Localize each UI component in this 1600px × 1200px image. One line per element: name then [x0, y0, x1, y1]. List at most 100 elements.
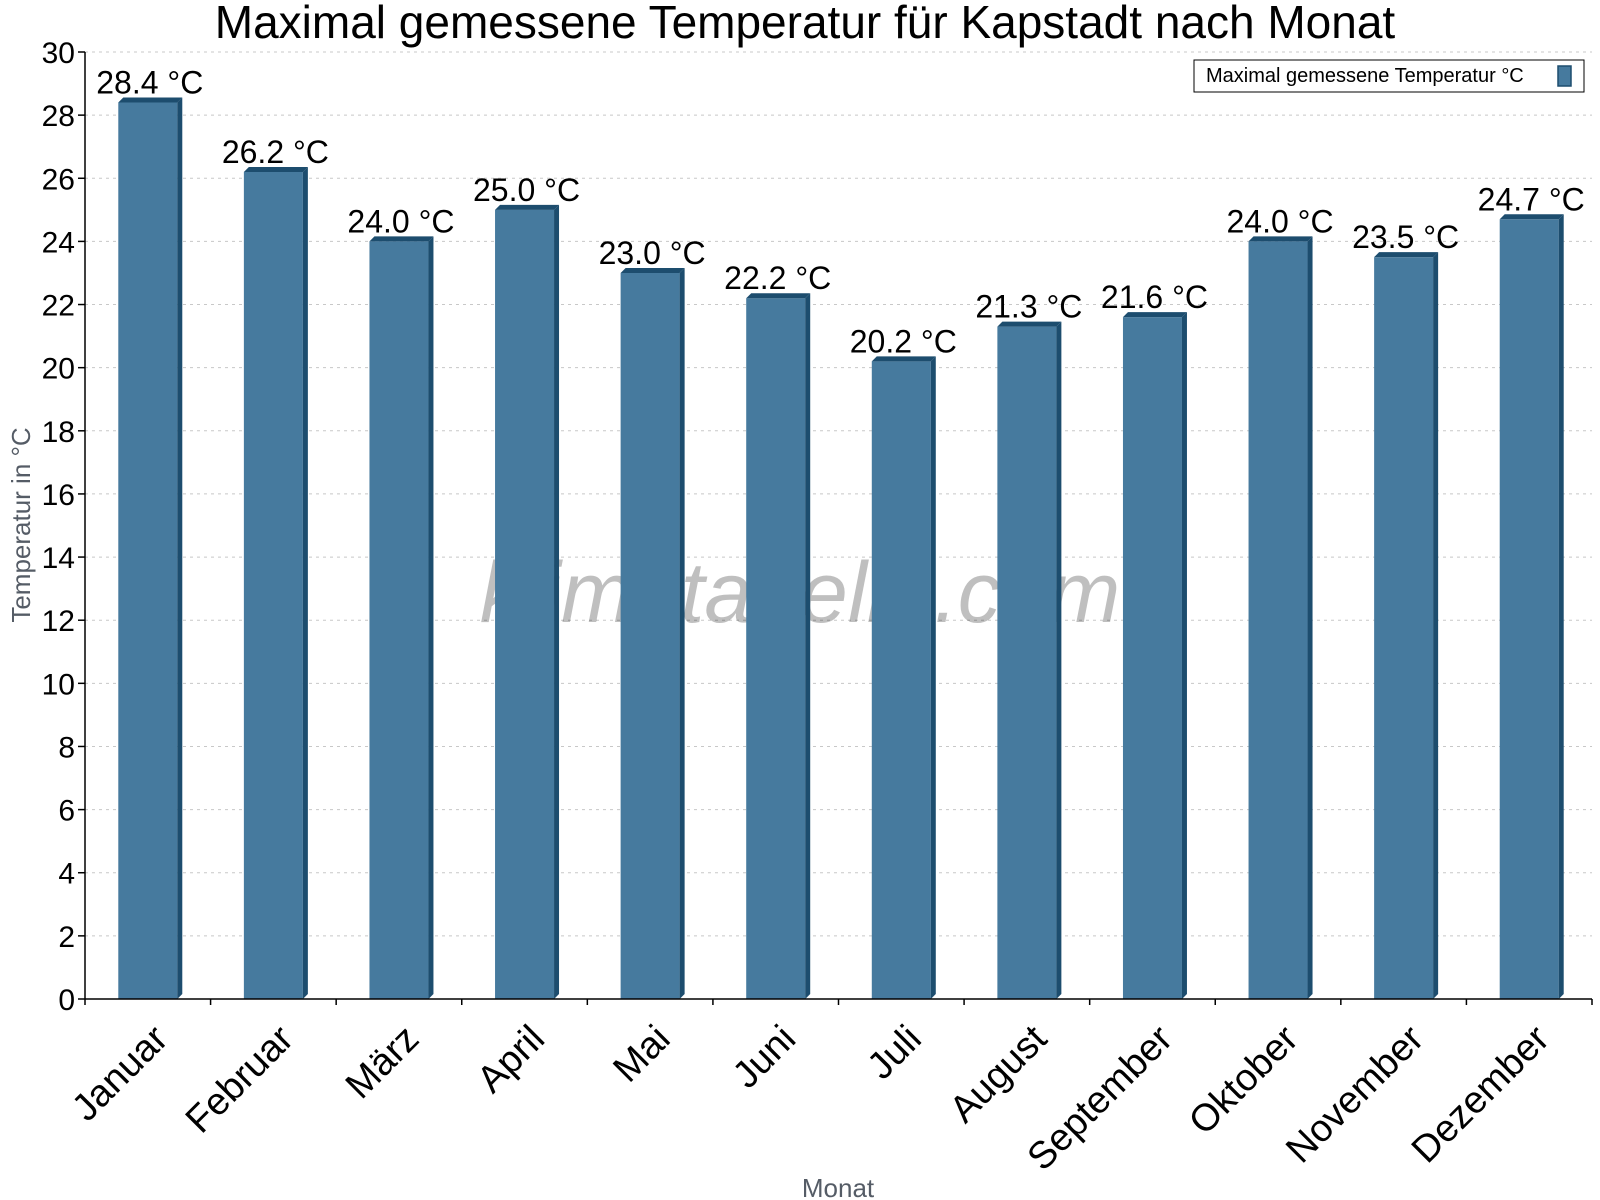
- bar-side: [302, 166, 308, 999]
- bar-top: [997, 321, 1062, 327]
- legend: Maximal gemessene Temperatur °C: [1193, 59, 1585, 93]
- x-tick-label: November: [1278, 1017, 1432, 1171]
- bar-front: [746, 298, 806, 1000]
- y-tick-label: 26: [42, 163, 75, 196]
- legend-box: [1193, 59, 1585, 93]
- x-tick-label: Dezember: [1404, 1017, 1558, 1171]
- data-label: 21.3 °C: [975, 289, 1082, 325]
- grid-lines: [85, 51, 1592, 937]
- bar-januar: [118, 97, 183, 1000]
- y-tick-label: 18: [42, 416, 75, 449]
- data-label: 23.0 °C: [599, 235, 706, 271]
- bar-top: [871, 356, 936, 362]
- data-label: 20.2 °C: [850, 323, 957, 359]
- y-tick-label: 28: [42, 100, 75, 133]
- data-label: 25.0 °C: [473, 172, 580, 208]
- bar-top: [1248, 236, 1313, 242]
- bar-front: [620, 272, 680, 999]
- bar-mai: [620, 267, 685, 999]
- bar-top: [118, 97, 183, 103]
- data-label: 24.0 °C: [1227, 203, 1334, 239]
- bar-front: [495, 209, 555, 1000]
- data-label: 21.6 °C: [1101, 279, 1208, 315]
- bar-front: [1499, 219, 1559, 999]
- bar-november: [1374, 252, 1439, 999]
- bar-top: [495, 204, 560, 210]
- bar-side: [1307, 236, 1313, 999]
- x-tick-label: Juni: [725, 1018, 804, 1097]
- bar-front: [1374, 257, 1434, 999]
- y-tick-label: 0: [58, 984, 75, 1017]
- bar-side: [554, 204, 560, 1000]
- bar-front: [369, 241, 429, 999]
- bar-front: [997, 326, 1057, 999]
- bar-top: [243, 166, 308, 172]
- bar-juni: [746, 293, 811, 1000]
- x-tick-label: Juli: [860, 1018, 930, 1088]
- y-tick-label: 12: [42, 605, 75, 638]
- bar-front: [1122, 317, 1182, 999]
- y-tick-label: 4: [58, 858, 75, 891]
- y-tick-label: 14: [42, 542, 75, 575]
- bar-oktober: [1248, 236, 1313, 999]
- y-tick-label: 20: [42, 353, 75, 386]
- y-tick-label: 10: [42, 668, 75, 701]
- bar-side: [1181, 312, 1187, 999]
- data-label: 24.0 °C: [347, 203, 454, 239]
- bars: [118, 97, 1564, 1000]
- bar-side: [1558, 214, 1564, 999]
- data-labels: 28.4 °C 26.2 °C 24.0 °C 25.0 °C 23.0 °C 22.2 …: [96, 65, 1584, 360]
- x-tick-label: April: [469, 1018, 552, 1101]
- bar-side: [805, 293, 811, 1000]
- bar-side: [428, 236, 434, 999]
- x-axis-label: Monat: [802, 1173, 875, 1200]
- x-tick-label: August: [942, 1017, 1056, 1131]
- bar-top: [1499, 214, 1564, 220]
- y-tick-label: 2: [58, 921, 75, 954]
- x-tick-label: März: [338, 1018, 427, 1107]
- bar-top: [620, 267, 685, 273]
- x-tick-labels: Januar Februar März April Mai Juni Juli AugustS…: [64, 1017, 1558, 1178]
- y-tick-label: 6: [58, 795, 75, 828]
- data-label: 23.5 °C: [1352, 219, 1459, 255]
- bar-side: [930, 356, 936, 999]
- x-tick-label: Mai: [605, 1018, 678, 1091]
- bar-side: [679, 267, 685, 999]
- legend-label: Maximal gemessene Temperatur °C: [1206, 65, 1524, 87]
- bar-front: [118, 102, 178, 1000]
- data-label: 22.2 °C: [724, 260, 831, 296]
- bar-side: [1433, 252, 1439, 999]
- bar-top: [1374, 252, 1439, 258]
- bar-top: [369, 236, 434, 242]
- bar-front: [1248, 241, 1308, 999]
- bar-april: [495, 204, 560, 1000]
- y-tick-label: 24: [42, 226, 75, 259]
- data-label: 28.4 °C: [96, 65, 203, 101]
- data-label: 24.7 °C: [1478, 181, 1585, 217]
- data-label: 26.2 °C: [222, 134, 329, 170]
- bar-side: [1056, 321, 1062, 999]
- y-tick-label: 22: [42, 290, 75, 323]
- legend-swatch: [1557, 65, 1572, 87]
- bar-front: [871, 361, 931, 999]
- y-tick-label: 16: [42, 479, 75, 512]
- chart-title: Maximal gemessene Temperatur für Kapstad…: [215, 0, 1396, 48]
- axes: [78, 51, 1593, 1005]
- y-tick-label: 30: [42, 37, 75, 70]
- bar-front: [243, 171, 303, 999]
- bar-februar: [243, 166, 308, 999]
- bar-side: [177, 97, 183, 1000]
- bar-dezember: [1499, 214, 1564, 999]
- y-tick-label: 8: [58, 731, 75, 764]
- x-tick-label: Februar: [178, 1017, 302, 1141]
- bar-juli: [871, 356, 936, 999]
- x-tick-label: Oktober: [1181, 1017, 1307, 1143]
- x-tick-label: Januar: [64, 1017, 176, 1129]
- y-axis-label: Temperatur in °C: [6, 427, 36, 622]
- bar-märz: [369, 236, 434, 999]
- bar-september: [1122, 312, 1187, 999]
- bar-top: [1122, 312, 1187, 318]
- bar-top: [746, 293, 811, 299]
